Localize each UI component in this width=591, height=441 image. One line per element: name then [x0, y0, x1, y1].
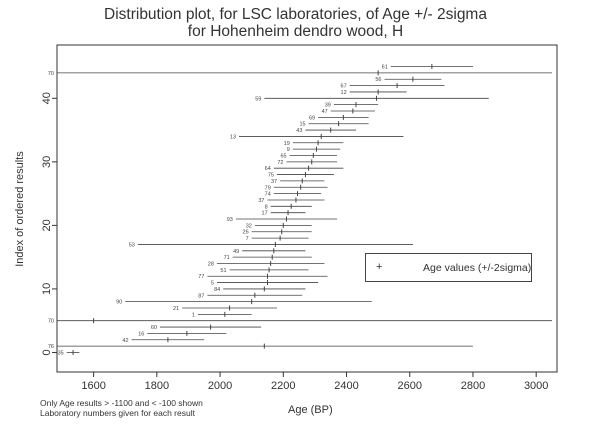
lab-number-label: 61	[382, 65, 388, 71]
lab-number-label: 26	[243, 230, 249, 236]
lab-number-label: 64	[265, 166, 271, 172]
lab-number-label: 7	[246, 236, 249, 242]
footnote-lab-numbers: Laboratory numbers given for each result	[40, 408, 195, 418]
x-tick-label: 2600	[397, 380, 421, 392]
lab-number-label: 51	[220, 268, 226, 274]
legend-label: Age values (+/-2sigma)	[423, 262, 532, 274]
y-tick-label: 30	[41, 156, 53, 168]
y-tick-label: 10	[41, 283, 53, 295]
lab-number-label: 70	[48, 319, 54, 325]
lab-number-label: 53	[129, 242, 135, 248]
legend-marker: +	[376, 261, 383, 273]
lab-number-label: 28	[208, 262, 214, 268]
lab-number-label: 17	[262, 211, 268, 217]
x-tick-label: 2000	[208, 380, 232, 392]
lab-number-label: 32	[246, 223, 252, 229]
y-tick-label: 20	[41, 219, 53, 231]
lab-number-label: 8	[265, 204, 268, 210]
x-axis-label: Age (BP)	[288, 404, 333, 416]
lab-number-label: 79	[265, 185, 271, 191]
lab-number-label: 70	[48, 71, 54, 77]
lab-number-label: 90	[116, 300, 122, 306]
lab-number-label: 77	[198, 274, 204, 280]
lab-number-label: 1	[192, 312, 195, 318]
lab-number-label: 43	[296, 128, 302, 134]
x-tick-label: 1800	[145, 380, 169, 392]
lab-number-label: 59	[255, 96, 261, 102]
lab-number-label: 12	[341, 90, 347, 96]
lab-number-label: 42	[122, 338, 128, 344]
lab-number-label: 76	[48, 344, 54, 350]
lab-number-label: 49	[233, 249, 239, 255]
lab-number-label: 37	[258, 198, 264, 204]
lab-number-label: 74	[265, 192, 271, 198]
footnote-filter: Only Age results > -1100 and < -100 show…	[40, 398, 203, 408]
x-tick-label: 2400	[334, 380, 358, 392]
lab-number-label: 71	[224, 255, 230, 261]
lab-number-label: 15	[299, 122, 305, 128]
y-tick-label: 0	[41, 349, 53, 355]
lab-number-label: 21	[173, 306, 179, 312]
lab-number-label: 72	[277, 160, 283, 166]
y-tick-label: 40	[41, 92, 53, 104]
chart-title: Distribution plot, for LSC laboratories,…	[104, 6, 487, 23]
lab-number-label: 56	[375, 77, 381, 83]
lab-number-label: 39	[325, 103, 331, 109]
y-axis-label: Index of ordered results	[14, 151, 26, 267]
lab-number-label: 65	[280, 153, 286, 159]
lab-number-label: 37	[271, 179, 277, 185]
lab-number-label: 16	[138, 331, 144, 337]
lab-number-label: 35	[58, 350, 64, 356]
lab-number-label: 47	[322, 109, 328, 115]
lab-number-label: 13	[230, 134, 236, 140]
lab-number-label: 87	[198, 293, 204, 299]
lab-number-label: 5	[211, 281, 214, 287]
x-tick-label: 2800	[461, 380, 485, 392]
legend: + Age values (+/-2sigma)	[365, 253, 532, 282]
lab-number-label: 84	[214, 287, 220, 293]
x-tick-label: 2200	[271, 380, 295, 392]
lab-number-label: 9	[287, 147, 290, 153]
lab-number-label: 75	[268, 173, 274, 179]
lab-number-label: 67	[341, 84, 347, 90]
lab-number-label: 69	[309, 115, 315, 121]
plot-frame	[56, 44, 558, 373]
lab-number-label: 60	[151, 325, 157, 331]
x-tick-label: 3000	[524, 380, 548, 392]
lab-number-label: 19	[284, 141, 290, 147]
lab-number-label: 93	[227, 217, 233, 223]
x-tick-label: 1600	[81, 380, 105, 392]
chart-subtitle: for Hohenheim dendro wood, H	[187, 23, 404, 40]
